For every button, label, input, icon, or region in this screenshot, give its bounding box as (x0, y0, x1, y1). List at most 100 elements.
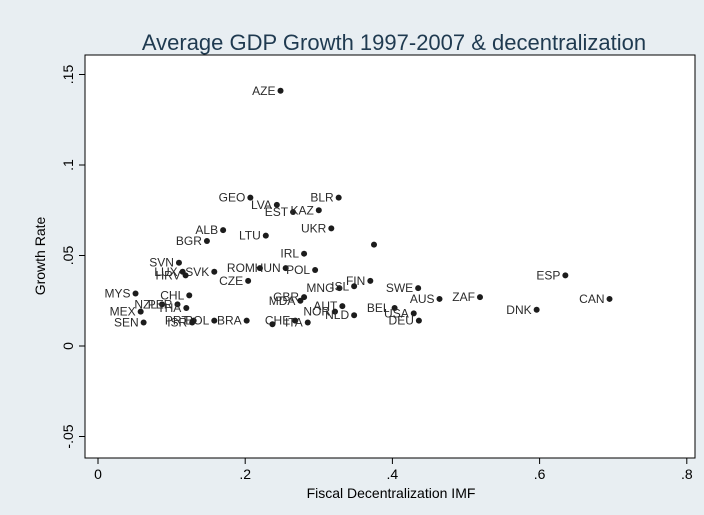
data-point (335, 194, 342, 201)
y-tick-label: 0 (60, 342, 76, 350)
data-point (304, 319, 311, 326)
data-point (245, 277, 252, 284)
point-label: CZE (219, 274, 243, 288)
point-label: LVA (251, 198, 272, 212)
point-label: IRL (280, 247, 299, 261)
data-point (415, 317, 422, 324)
data-point (301, 294, 308, 301)
data-point (277, 87, 284, 94)
data-point (189, 319, 196, 326)
point-label: MNG (306, 281, 334, 295)
point-label: PER (148, 297, 173, 311)
data-point (297, 297, 304, 304)
point-label: BOL (185, 314, 209, 328)
y-tick-label: -.05 (60, 424, 76, 448)
y-tick-label: .1 (60, 159, 76, 171)
data-point (159, 301, 166, 308)
y-axis-label: Growth Rate (32, 216, 48, 295)
data-point (174, 301, 181, 308)
data-point (186, 292, 193, 299)
point-label: ALB (195, 223, 218, 237)
point-label: POL (286, 263, 310, 277)
chart-title: Average GDP Growth 1997-2007 & decentral… (142, 30, 646, 55)
point-label: ESP (536, 268, 560, 282)
point-label: SVN (149, 256, 174, 270)
point-label: ISL (331, 279, 349, 293)
data-point (183, 304, 190, 311)
point-label: LTU (239, 229, 261, 243)
x-tick-label: .4 (387, 466, 399, 482)
point-label: SWE (386, 281, 413, 295)
data-point (211, 268, 218, 275)
data-point (282, 265, 289, 272)
x-tick-label: .6 (534, 466, 546, 482)
point-label: NOR (303, 305, 330, 319)
point-label: PRT (165, 314, 189, 328)
data-point (351, 283, 358, 290)
point-label: DEU (389, 314, 414, 328)
point-label: CAN (579, 292, 604, 306)
point-label: BEL (367, 301, 390, 315)
data-point (328, 225, 335, 232)
point-label: HUN (255, 261, 281, 275)
point-label: MEX (110, 305, 136, 319)
data-point (367, 277, 374, 284)
data-point (331, 308, 338, 315)
point-label: MYS (105, 287, 131, 301)
point-label: ISR (167, 315, 187, 329)
data-point (211, 317, 218, 324)
data-point (140, 319, 147, 326)
x-axis-label: Fiscal Decentralization IMF (307, 485, 476, 501)
point-label: ITA (285, 315, 303, 329)
data-point (476, 294, 483, 301)
data-point (137, 308, 144, 315)
data-point (315, 207, 322, 214)
data-point (301, 250, 308, 257)
plot-area (84, 54, 696, 459)
data-point (371, 241, 377, 248)
point-label: AUT (313, 299, 338, 313)
data-point (132, 290, 139, 297)
data-point (312, 266, 319, 273)
data-point (351, 312, 358, 319)
point-label: USA (384, 306, 409, 320)
data-point (436, 295, 443, 302)
data-point (175, 259, 182, 266)
point-label: BLR (310, 191, 334, 205)
point-label: ROM (227, 261, 255, 275)
y-tick-label: .05 (60, 246, 76, 266)
data-point (256, 265, 263, 272)
data-point (336, 285, 343, 292)
data-point (269, 321, 276, 328)
point-label: KAZ (290, 203, 313, 217)
point-label: UKR (301, 221, 327, 235)
y-tick-label: .15 (60, 65, 76, 85)
axes: 0 .2 .4 .6 .8 -.05 0 .05 .1 .15 (60, 65, 693, 482)
data-point (339, 303, 346, 310)
data-point (243, 317, 250, 324)
data-point (290, 209, 297, 216)
x-tick-label: 0 (94, 466, 102, 482)
point-label: SVK (185, 265, 209, 279)
point-label: NZL (134, 297, 157, 311)
data-point (533, 306, 540, 313)
point-label: FIN (346, 274, 365, 288)
point-label: ZAF (452, 290, 475, 304)
data-point (292, 317, 299, 324)
point-label: CHL (160, 288, 184, 302)
data-point (262, 232, 269, 239)
point-label: NLD (325, 308, 349, 322)
point-label: DNK (506, 303, 531, 317)
data-point (273, 201, 280, 208)
data-point (203, 238, 210, 245)
data-point (220, 227, 227, 234)
point-label: AZE (252, 84, 275, 98)
point-label: BRA (217, 314, 242, 328)
data-point (410, 310, 417, 317)
point-label: AUS (410, 292, 435, 306)
point-label: THA (157, 301, 181, 315)
point-label: GEO (219, 191, 246, 205)
data-point (415, 285, 422, 292)
